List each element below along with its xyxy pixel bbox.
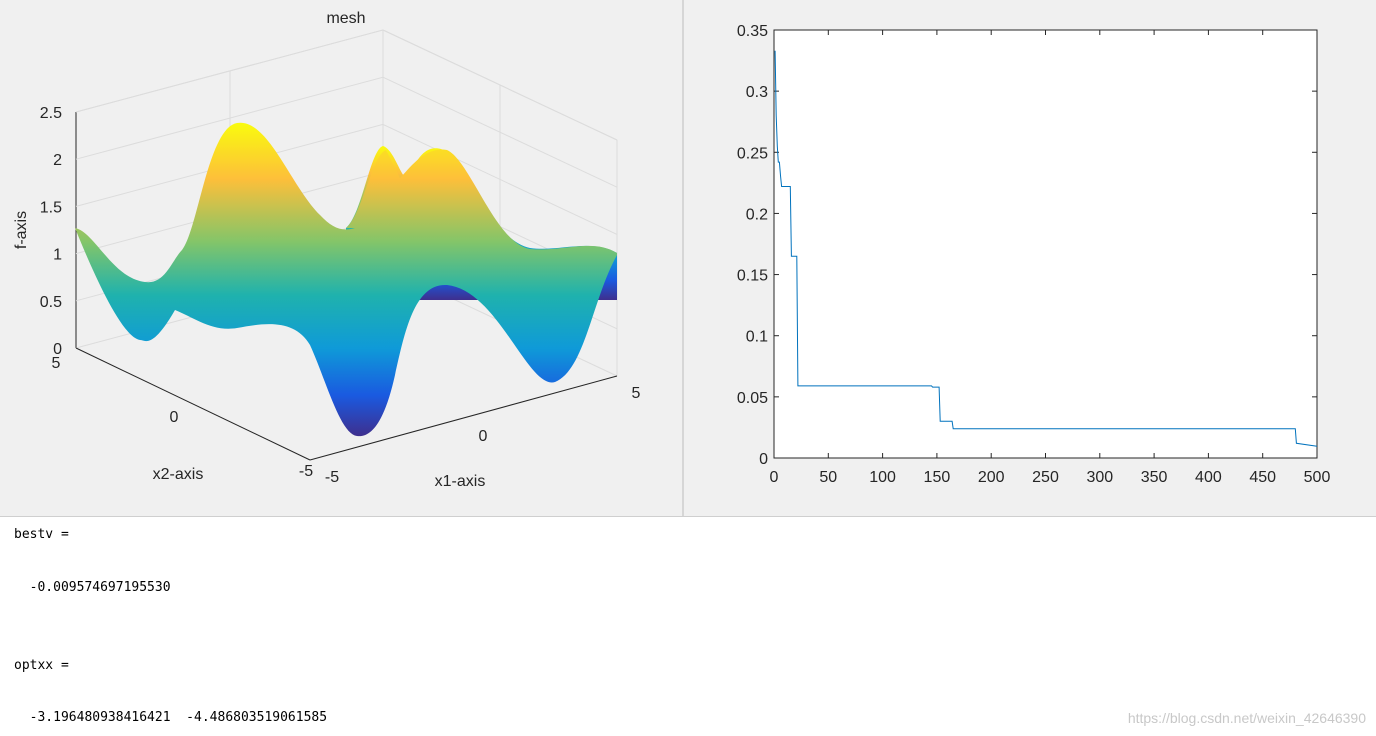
z-tick-label: 2.5 [40, 105, 62, 122]
convergence-figure: 0 50 100 150 200 250 300 350 400 450 500 0 0.05 0.1 0.… [684, 0, 1376, 516]
surface-figure: 0 0.5 1 1.5 2 2.5 -5 0 5 -5 0 5 mesh x1-axis x2-axis f-… [0, 0, 682, 516]
y-tick-label: 0.3 [746, 84, 768, 101]
x-tick-label: 0 [770, 469, 779, 486]
command-window: bestv = -0.009574697195530 optxx = -3.19… [0, 517, 1376, 736]
x-tick-label: 150 [924, 469, 951, 486]
z-tick-label: 1 [53, 247, 62, 264]
grid-line [75, 29, 384, 113]
x1-axis-label: x1-axis [435, 473, 486, 490]
z-tick-label: 2 [53, 152, 62, 169]
x2-tick-label: 5 [52, 355, 61, 372]
x1-tick-label: -5 [325, 469, 339, 486]
x2-axis-label: x2-axis [153, 466, 204, 483]
x-tick-label: 350 [1141, 469, 1168, 486]
surface-mesh [75, 122, 617, 437]
grid-line [75, 76, 384, 160]
chart-title: mesh [326, 10, 365, 27]
y-tick-label: 0 [759, 451, 768, 468]
x-tick-label: 200 [978, 469, 1005, 486]
x-tick-label: 250 [1032, 469, 1059, 486]
x-tick-label: 300 [1086, 469, 1113, 486]
x-tick-label: 500 [1304, 469, 1331, 486]
optxx-label: optxx = [14, 658, 69, 673]
x1-axis-line [309, 375, 618, 461]
bestv-value: -0.009574697195530 [14, 580, 171, 595]
x-tick-label: 50 [819, 469, 837, 486]
y-tick-label: 0.2 [746, 206, 768, 223]
bestv-label: bestv = [14, 527, 69, 542]
surface-plot: 00.511.522.5-505-505meshx1-axisx2-axisf-… [13, 10, 641, 490]
plot-area [773, 29, 1318, 459]
f-axis-label: f-axis [13, 211, 30, 249]
y-tick-label: 0.35 [737, 23, 768, 40]
series-line [774, 50, 1318, 447]
grid-line [382, 29, 618, 141]
z-tick-label: 1.5 [40, 199, 62, 216]
y-tick-label: 0.15 [737, 268, 768, 285]
x-tick-label: 100 [869, 469, 896, 486]
figure-bottom-border [0, 516, 1376, 517]
x2-tick-label: 0 [170, 409, 179, 426]
grid-line [382, 76, 618, 188]
figure-divider [682, 0, 684, 516]
z-tick-label: 0 [53, 341, 62, 358]
x2-tick-label: -5 [299, 463, 313, 480]
grid-line [382, 123, 618, 235]
x1-tick-label: 0 [479, 428, 488, 445]
optxx-value: -3.196480938416421 -4.486803519061585 [14, 710, 328, 725]
x2-axis-line [75, 347, 311, 461]
y-tick-label: 0.05 [737, 390, 768, 407]
y-tick-label: 0.1 [746, 329, 768, 346]
z-tick-label: 0.5 [40, 294, 62, 311]
x-tick-label: 450 [1249, 469, 1276, 486]
x-tick-label: 400 [1195, 469, 1222, 486]
watermark: https://blog.csdn.net/weixin_42646390 [1127, 710, 1366, 726]
convergence-plot: 0 50 100 150 200 250 300 350 400 450 500 0 0.05 0.1 0.… [737, 23, 1331, 486]
y-tick-label: 0.25 [737, 145, 768, 162]
x1-tick-label: 5 [632, 385, 641, 402]
